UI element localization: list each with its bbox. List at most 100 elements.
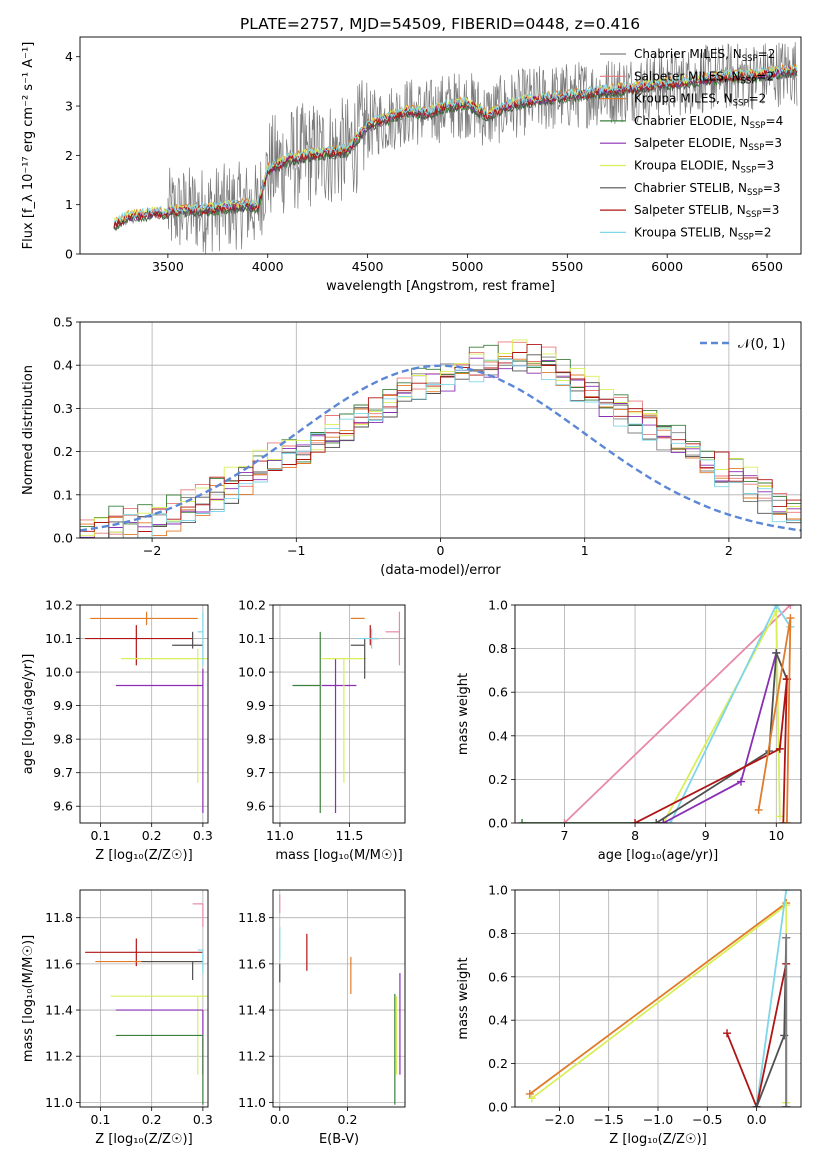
legend-label: Kroupa MILES, NSSP=2 <box>634 92 766 109</box>
weight-marker <box>659 819 668 823</box>
x-tick-label: 0.1 <box>91 828 111 843</box>
legend-label: Chabrier ELODIE, NSSP=4 <box>634 114 783 131</box>
weight-marker <box>786 614 795 623</box>
weight-marker <box>527 1094 536 1103</box>
y-tick-label: 10.2 <box>45 598 73 613</box>
y-tick-label: 0.6 <box>488 685 508 700</box>
age_vs_Z-ylabel: age [log₁₀(age/yr)] <box>21 654 36 775</box>
legend-label: Salpeter ELODIE, NSSP=3 <box>634 136 782 153</box>
normal-curve <box>80 364 801 532</box>
x-tick-label: 10 <box>768 828 784 843</box>
massweight_vs_Z-plot <box>525 890 791 1107</box>
y-tick-label: 9.6 <box>53 799 73 814</box>
spectrum-xlabel: wavelength [Angstrom, rest frame] <box>326 279 555 294</box>
mass_vs_EBV-plot <box>279 894 401 1105</box>
weight-marker <box>754 805 763 814</box>
y-tick-label: 0.4 <box>488 728 508 743</box>
model-line <box>113 63 798 223</box>
y-tick-label: 0.2 <box>488 1056 508 1071</box>
weight-marker <box>782 890 791 894</box>
weight-marker <box>518 819 527 823</box>
age_vs_mass-xlabel: mass [log₁₀(M/M☉)] <box>275 848 402 863</box>
y-tick-label: 10.0 <box>45 665 73 680</box>
weight-line <box>634 679 788 823</box>
y-tick-label: 11.6 <box>238 956 266 971</box>
y-tick-label: 0.0 <box>488 1100 508 1115</box>
y-tick-label: 11.4 <box>45 1003 73 1018</box>
x-tick-label: 4500 <box>352 259 384 274</box>
weight-line <box>531 903 788 1103</box>
age_vs_Z-frame <box>79 604 209 824</box>
y-tick-label: 0.2 <box>53 444 73 459</box>
x-tick-label: −1.5 <box>594 1112 624 1127</box>
y-tick-label: 1.0 <box>488 598 508 613</box>
y-tick-label: 9.9 <box>246 698 266 713</box>
age_vs_mass-frame <box>272 604 406 824</box>
y-tick-label: 9.7 <box>53 765 73 780</box>
residuals-axes: −2 −1 0 1 2 0.0 0.1 0.2 0.3 0.4 0.5 (data-model)/er… <box>21 315 801 578</box>
massweight_vs_age-frame <box>514 604 802 824</box>
y-tick-label: 11.2 <box>238 1049 266 1064</box>
weight-line <box>755 890 788 1107</box>
massweight_vs_Z-frame <box>514 889 802 1108</box>
weight-marker <box>779 819 788 823</box>
y-tick-label: 10.0 <box>238 665 266 680</box>
residuals-plot <box>80 339 801 538</box>
x-tick-label: 6500 <box>751 259 783 274</box>
legend-label: Salpeter STELIB, NSSP=3 <box>634 203 779 220</box>
weight-marker <box>772 605 781 609</box>
y-tick-label: 0.1 <box>53 487 73 502</box>
legend-label: Chabrier STELIB, NSSP=3 <box>634 181 781 198</box>
massweight_vs_Z-xlabel: Z [log₁₀(Z/Z☉)] <box>609 1132 706 1147</box>
x-tick-label: 6000 <box>651 259 683 274</box>
y-tick-label: 10.2 <box>238 598 266 613</box>
y-tick-label: 11.4 <box>238 1003 266 1018</box>
spectrum-legend: Chabrier MILES, NSSP=2 Salpeter MILES, NS… <box>600 47 783 242</box>
mass_vs_EBV-axes: 0.0 0.2 11.0 11.2 11.4 11.6 11.8 E(B-V) <box>238 890 405 1147</box>
residuals-ylabel: Normed distribution <box>21 365 36 495</box>
model-line <box>113 65 798 229</box>
x-tick-label: −0.5 <box>692 1112 722 1127</box>
y-tick-label: 0.0 <box>53 531 73 546</box>
mass_vs_EBV-xlabel: E(B-V) <box>319 1132 359 1147</box>
weight-line <box>563 605 792 823</box>
y-tick-label: 11.8 <box>238 910 266 925</box>
x-tick-label: −1.0 <box>643 1112 673 1127</box>
x-tick-label: 3500 <box>152 259 184 274</box>
x-tick-label: 8 <box>631 828 639 843</box>
mass_vs_Z-frame <box>79 889 209 1108</box>
legend-label: Kroupa STELIB, NSSP=2 <box>634 225 772 242</box>
weight-marker <box>652 819 661 823</box>
weight-marker <box>752 1103 761 1107</box>
y-tick-label: 0.2 <box>488 772 508 787</box>
residuals-frame <box>79 321 802 539</box>
weight-line <box>669 605 792 823</box>
spectrum-axes: 3500 4000 4500 5000 5500 6000 6500 0 1 2 3 4 wavelen… <box>21 42 783 294</box>
spectrum-ylabel: Flux [f_λ 10⁻¹⁷ erg cm⁻² s⁻¹ A⁻¹] <box>21 42 36 250</box>
y-tick-label: 4 <box>65 49 73 64</box>
legend-label: Salpeter MILES, NSSP=2 <box>634 69 774 86</box>
weight-line <box>529 902 787 1095</box>
histogram-step <box>80 359 801 538</box>
y-tick-label: 0.4 <box>488 1013 508 1028</box>
y-tick-label: 9.7 <box>246 765 266 780</box>
weight-line <box>662 652 778 823</box>
weight-marker <box>666 819 675 823</box>
y-tick-label: 0 <box>65 247 73 262</box>
weight-marker <box>775 744 784 753</box>
weight-marker <box>782 819 791 823</box>
residuals-xlabel: (data-model)/error <box>380 563 501 578</box>
y-tick-label: 0.0 <box>488 816 508 831</box>
weight-marker <box>772 648 781 657</box>
mass_vs_Z-axes: 0.1 0.2 0.3 11.0 11.2 11.4 11.6 11.8 Z [log₁₀(Z/… <box>21 890 213 1147</box>
legend-label: Kroupa ELODIE, NSSP=3 <box>634 159 774 176</box>
y-tick-label: 11.8 <box>45 910 73 925</box>
x-tick-label: −2.0 <box>544 1112 574 1127</box>
y-tick-label: 0.6 <box>488 969 508 984</box>
spectrum-plot <box>113 42 798 254</box>
chart-panels: 3500 4000 4500 5000 5500 6000 6500 0 1 2 3 4 wavelen… <box>21 36 802 1147</box>
x-tick-label: 5500 <box>551 259 583 274</box>
y-tick-label: 11.0 <box>238 1095 266 1110</box>
y-tick-label: 2 <box>65 148 73 163</box>
